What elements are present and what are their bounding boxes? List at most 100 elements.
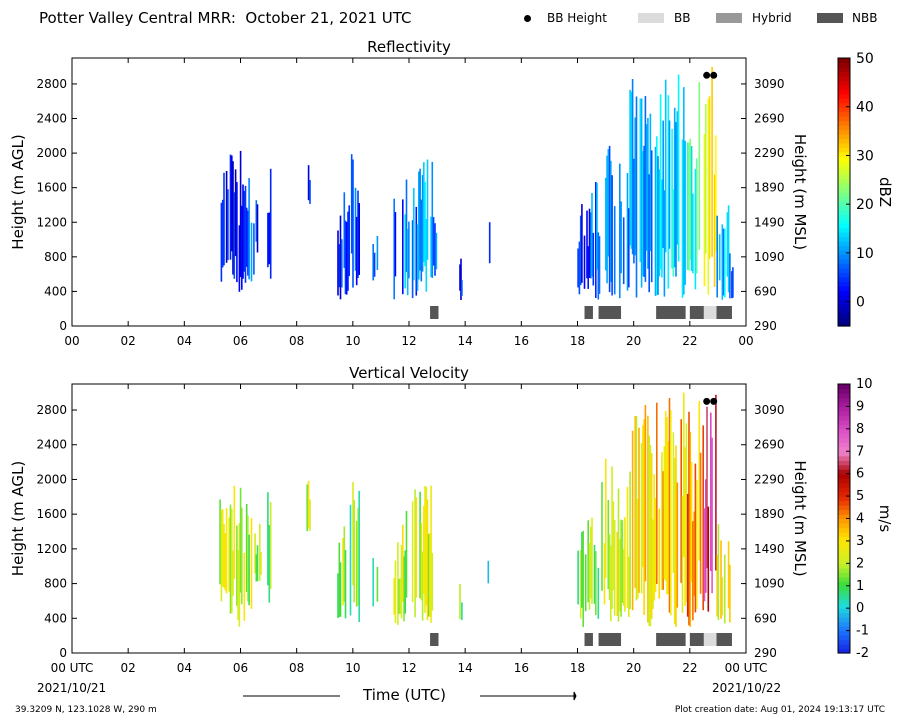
colorbar-segment	[838, 581, 850, 587]
echo-streak	[431, 552, 434, 611]
echo-streak	[223, 524, 225, 588]
colorbar-tick-label: 2	[856, 556, 864, 571]
y-right-tick-label: 290	[754, 646, 777, 660]
y-right-tick-label: 1490	[754, 215, 785, 229]
echo-streak	[411, 501, 414, 603]
echo-streak	[357, 190, 359, 278]
echo-streak	[256, 204, 259, 253]
echo-streak	[676, 482, 679, 608]
x-tick-label: 02	[121, 661, 136, 675]
echo-streak	[613, 520, 616, 616]
echo-streak	[418, 171, 420, 280]
echo-streak	[620, 201, 622, 274]
echo-streak	[220, 202, 223, 282]
echo-streak	[267, 492, 269, 586]
echo-streak	[727, 205, 730, 293]
echo-streak	[225, 508, 228, 594]
echo-streak	[653, 474, 655, 601]
echo-streak	[702, 425, 704, 611]
colorbar-tick-label: 20	[856, 197, 874, 213]
bb-class-segment	[689, 306, 704, 319]
echo-streak	[232, 161, 234, 275]
bb-height-point	[710, 397, 718, 405]
colorbar-segment	[838, 75, 850, 81]
echo-streak	[711, 66, 713, 257]
echo-streak	[241, 507, 243, 605]
y-axis-label: Height (m AGL)	[9, 461, 27, 576]
echo-streak	[233, 192, 236, 279]
y-right-tick-label: 690	[754, 284, 777, 298]
echo-streak	[695, 158, 698, 274]
echo-streak	[581, 204, 583, 283]
colorbar-segment	[838, 160, 850, 166]
colorbar-segment	[838, 464, 850, 470]
legend-label: BB	[674, 11, 691, 25]
colorbar-segment	[838, 509, 850, 515]
echo-streak	[255, 200, 258, 242]
y-tick-label: 400	[44, 284, 67, 298]
colorbar-segment	[838, 205, 850, 211]
echo-streak	[419, 491, 421, 599]
legend-nbb: NBB	[817, 11, 877, 25]
echo-streak	[248, 534, 250, 606]
echo-streak	[307, 480, 310, 529]
echo-streak	[256, 545, 259, 582]
echo-streak	[349, 504, 352, 616]
echo-streak	[427, 534, 430, 617]
echo-streak	[698, 82, 701, 250]
echo-streak	[376, 566, 379, 602]
echo-streak	[339, 215, 342, 300]
echo-streak	[662, 471, 664, 590]
echo-streak	[268, 525, 271, 603]
colorbar-segment	[838, 576, 850, 582]
y-right-tick-label: 690	[754, 611, 777, 625]
echo-streak	[649, 445, 652, 627]
echo-streak	[307, 165, 310, 201]
echo-streak	[689, 431, 692, 627]
echo-streak	[355, 520, 358, 607]
echo-streak	[421, 551, 424, 621]
y-right-tick-label: 3090	[754, 403, 785, 417]
echo-streak	[592, 232, 595, 286]
echo-streak	[611, 175, 613, 296]
echo-streak	[434, 223, 436, 276]
x-tick-label: 08	[289, 334, 304, 348]
x-tick-label: 00	[738, 334, 753, 348]
echo-streak	[671, 128, 673, 269]
echo-streak	[227, 189, 229, 261]
colorbar-tick-label: 8	[856, 422, 864, 437]
echo-streak	[394, 212, 397, 277]
echo-streak	[705, 479, 707, 593]
echo-streak	[432, 217, 435, 266]
y-tick-label: 0	[59, 646, 67, 660]
echo-streak	[640, 443, 643, 594]
colorbar-segment	[838, 612, 850, 618]
echo-streak	[245, 207, 248, 267]
echo-streak	[411, 220, 414, 299]
echo-streak	[393, 578, 395, 615]
echo-streak	[629, 471, 631, 610]
colorbar-segment	[838, 290, 850, 296]
y-right-tick-label: 1490	[754, 542, 785, 556]
colorbar-segment	[838, 174, 850, 180]
y-right-tick-label: 1890	[754, 507, 785, 521]
echo-streak	[649, 113, 652, 252]
colorbar-label: m/s	[876, 505, 894, 533]
colorbar-segment	[838, 572, 850, 578]
echo-streak	[644, 96, 647, 282]
bb-height-point	[703, 71, 711, 79]
echo-streak	[225, 171, 228, 263]
echo-streak	[460, 258, 462, 300]
colorbar-segment	[838, 129, 850, 135]
y-tick-label: 1200	[36, 542, 67, 556]
echo-streak	[690, 462, 693, 582]
colorbar-segment	[838, 80, 850, 86]
echo-streak	[684, 447, 686, 606]
echo-streak	[250, 222, 253, 282]
legend-bb: BB	[638, 11, 690, 25]
colorbar-segment	[838, 200, 850, 206]
legend-label: NBB	[852, 11, 878, 25]
echo-streak	[711, 437, 713, 594]
colorbar-segment	[838, 406, 850, 412]
echo-streak	[229, 154, 232, 260]
